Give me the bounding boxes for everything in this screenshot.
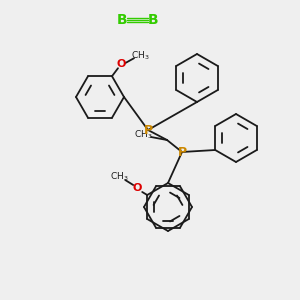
Text: CH$_3$: CH$_3$	[134, 129, 152, 141]
Text: CH$_3$: CH$_3$	[110, 171, 128, 183]
Text: P: P	[177, 146, 187, 158]
Text: O: O	[116, 59, 126, 69]
Text: P: P	[143, 124, 153, 136]
Text: B: B	[117, 13, 127, 27]
Text: O: O	[133, 183, 142, 193]
Text: CH$_3$: CH$_3$	[131, 50, 149, 62]
Text: B: B	[148, 13, 158, 27]
